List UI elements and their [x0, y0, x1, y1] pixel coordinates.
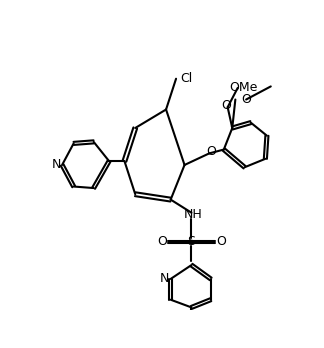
- Text: O: O: [216, 236, 226, 248]
- Text: O: O: [221, 99, 231, 112]
- Text: NH: NH: [184, 208, 202, 221]
- Text: Cl: Cl: [180, 72, 192, 85]
- Text: O: O: [241, 93, 251, 106]
- Text: O: O: [157, 236, 167, 248]
- Text: S: S: [188, 236, 195, 248]
- Text: N: N: [51, 158, 61, 172]
- Text: O: O: [206, 145, 216, 158]
- Text: N: N: [160, 272, 169, 285]
- Text: OMe: OMe: [230, 81, 258, 94]
